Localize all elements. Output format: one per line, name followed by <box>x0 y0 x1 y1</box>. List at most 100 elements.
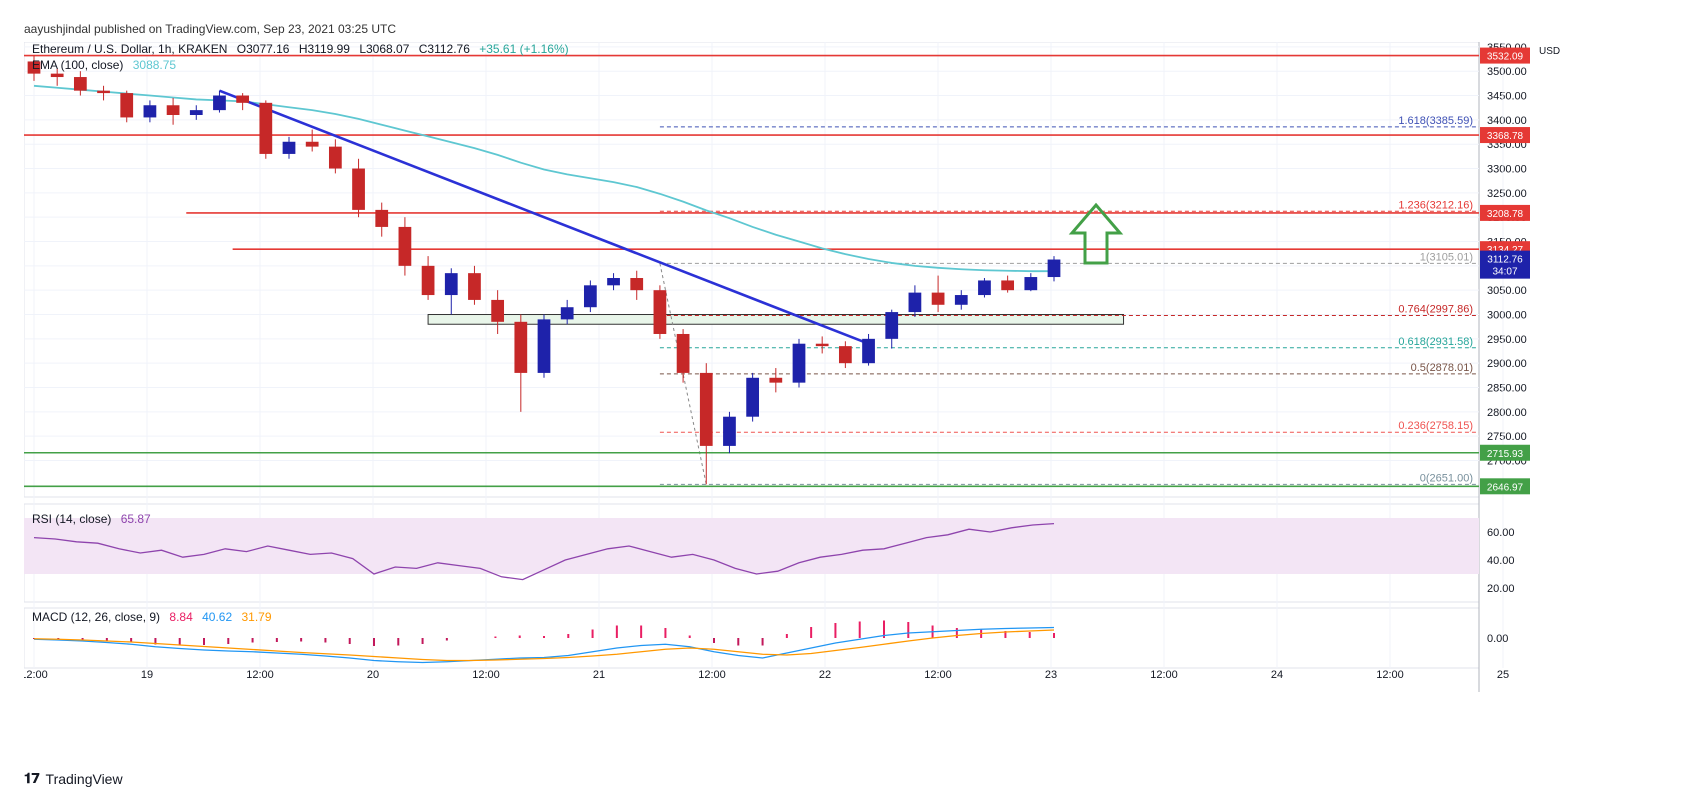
candle <box>815 336 829 354</box>
symbol-legend: Ethereum / U.S. Dollar, 1h, KRAKEN O3077… <box>32 42 575 56</box>
price-level-badge <box>1480 444 1530 461</box>
candle-body <box>514 321 528 373</box>
candle-body <box>50 73 64 78</box>
rsi-value: 65.87 <box>120 512 151 526</box>
candle <box>954 290 968 310</box>
candle-body <box>259 102 273 154</box>
price-tick-label: 3050.00 <box>1487 285 1527 297</box>
price-level-label: 3368.78 <box>1487 131 1524 142</box>
candle-body <box>468 273 481 300</box>
candle-body <box>421 265 435 296</box>
candle <box>328 139 342 174</box>
bearish-trend-line <box>218 89 870 345</box>
candle <box>537 314 551 378</box>
macd-legend: MACD (12, 26, close, 9) 8.84 40.62 31.79 <box>32 610 278 624</box>
candle-body <box>375 209 389 227</box>
fib-level-label: 1.236(3212.16) <box>1398 199 1473 211</box>
price-level-badge <box>1480 478 1530 495</box>
candle <box>73 71 87 96</box>
currency-label: USD <box>1539 46 1560 57</box>
fib-anchor-line <box>659 263 707 485</box>
fib-level-label: 0.236(2758.15) <box>1398 420 1473 432</box>
candle <box>862 333 875 366</box>
candle-body <box>398 226 412 266</box>
candle-body <box>931 292 945 305</box>
tradingview-footer: 𝟏𝟳 TradingView <box>24 770 123 787</box>
candle-body <box>838 346 852 364</box>
candle <box>97 85 110 101</box>
candle <box>885 309 899 349</box>
macd-hist-value: 8.84 <box>169 610 193 624</box>
candle <box>189 105 203 120</box>
rsi-tick-label: 60.00 <box>1487 527 1515 539</box>
candle-body <box>908 292 922 313</box>
candle <box>352 158 365 218</box>
time-tick-label: 12:00 <box>924 669 952 681</box>
current-price-label: 3112.76 <box>1487 255 1523 266</box>
price-tick-label: 3400.00 <box>1487 115 1527 127</box>
candle-body <box>954 295 968 305</box>
candle-body <box>676 333 690 373</box>
time-tick-label: 22 <box>819 669 831 681</box>
time-tick-label: 12:00 <box>1376 669 1404 681</box>
candle-body <box>97 90 110 94</box>
candle <box>259 100 273 159</box>
time-tick-label: 23 <box>1045 669 1057 681</box>
candle <box>491 290 505 334</box>
candle <box>50 68 64 86</box>
chart-area[interactable]: 2700.00 2750.00 2800.00 2850.00 2900.00 2950.… <box>20 41 1666 758</box>
fib-level-label: 0.618(2931.58) <box>1398 336 1473 348</box>
support-zone-box <box>427 314 1125 325</box>
ema-legend: EMA (100, close) 3088.75 <box>32 58 182 72</box>
candle-body <box>792 343 806 383</box>
candle <box>838 341 852 369</box>
time-tick-label: 12:00 <box>24 669 48 681</box>
fib-level-label: 0(2651.00) <box>1420 472 1473 484</box>
macd-signal-value: 31.79 <box>241 610 272 624</box>
candle-body <box>352 168 365 210</box>
candle <box>630 270 644 300</box>
up-arrow-icon <box>1068 202 1124 265</box>
candle-body <box>630 278 644 291</box>
candle-body <box>1001 280 1015 291</box>
price-level-label: 3532.09 <box>1487 52 1524 63</box>
candle <box>421 256 435 300</box>
candle <box>978 278 991 298</box>
price-chart[interactable]: 2700.002750.002800.002850.002900.002950.… <box>20 41 1666 758</box>
macd-label: MACD (12, 26, close, 9) <box>32 610 161 624</box>
price-level-label: 2715.93 <box>1487 449 1524 460</box>
ema-value: 3088.75 <box>132 58 177 72</box>
macd-tick-label: 0.00 <box>1487 633 1508 645</box>
candle-body <box>746 377 760 417</box>
current-price-badge <box>1480 250 1530 279</box>
rsi-line <box>33 522 1055 581</box>
brand-name: TradingView <box>45 770 123 787</box>
candle-body <box>607 278 620 286</box>
candle-body <box>769 377 783 383</box>
candle-body <box>305 141 319 147</box>
price-tick-label: 3500.00 <box>1487 66 1527 78</box>
candle <box>769 368 783 393</box>
price-level-label: 3208.78 <box>1487 209 1524 220</box>
publisher-line: aayushjindal published on TradingView.co… <box>24 22 397 36</box>
candle-body <box>1047 259 1061 278</box>
candle <box>444 268 458 315</box>
price-level-label: 2646.97 <box>1487 482 1524 493</box>
candle-body <box>978 280 991 296</box>
candle <box>676 329 690 383</box>
candle-body <box>699 372 713 446</box>
candle-body <box>236 95 250 103</box>
candle-body <box>120 93 134 118</box>
candle-body <box>73 77 87 91</box>
candle-body <box>491 299 505 322</box>
rsi-tick-label: 20.00 <box>1487 583 1515 595</box>
candle-body <box>885 312 899 339</box>
fib-level-label: 0.5(2878.01) <box>1411 362 1473 374</box>
rsi-label: RSI (14, close) <box>32 512 112 526</box>
candle <box>1001 275 1015 293</box>
macd-line-value: 40.62 <box>202 610 233 624</box>
price-tick-label: 2750.00 <box>1487 431 1527 443</box>
rsi-tick-label: 40.00 <box>1487 555 1515 567</box>
price-tick-label: 2900.00 <box>1487 358 1527 370</box>
candle-body <box>537 319 551 373</box>
